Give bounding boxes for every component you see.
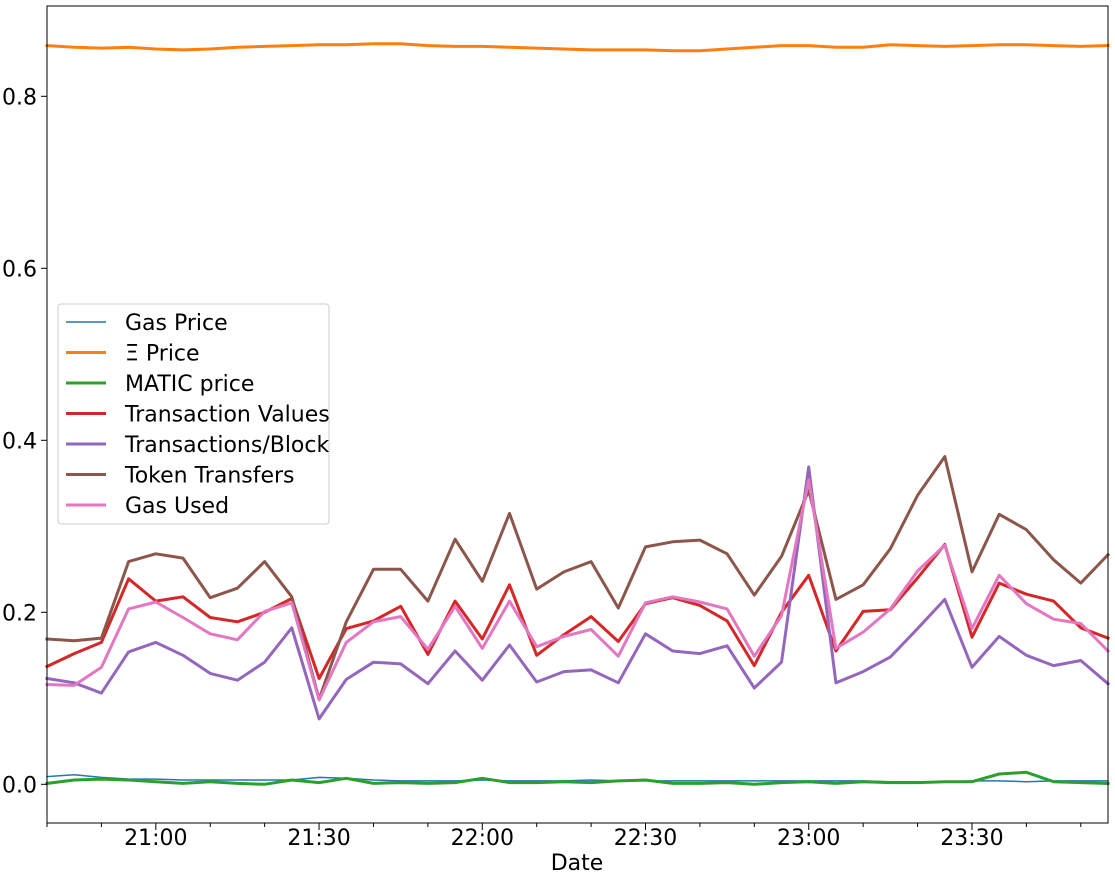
series-layer	[45, 42, 1111, 786]
x-tick-label: 22:00	[451, 826, 514, 851]
x-tick-label: 22:30	[614, 826, 677, 851]
legend-label: Transaction Values	[124, 403, 330, 428]
y-tick-label: 0.6	[2, 257, 37, 282]
series-line-5	[45, 455, 1111, 701]
legend-label: MATIC price	[125, 372, 254, 397]
x-tick-label: 23:30	[940, 826, 1003, 851]
series-line-4	[45, 465, 1111, 721]
x-axis: 21:00 21:30 22:00 22:30 23:00 23:30	[46, 823, 1082, 851]
legend-label: Ξ Price	[125, 342, 200, 367]
x-tick-label: 21:30	[287, 826, 350, 851]
x-tick-label: 21:00	[124, 826, 187, 851]
y-tick-label: 0.0	[2, 773, 37, 798]
legend-label: Token Transfers	[124, 464, 295, 489]
legend-box	[57, 303, 330, 525]
legend-label: Gas Price	[125, 311, 228, 336]
series-line-3	[45, 542, 1110, 680]
series-line-6	[45, 478, 1111, 702]
plot-frame	[46, 5, 1109, 824]
x-tick-label: 23:00	[777, 826, 840, 851]
legend-label: Gas Used	[125, 494, 229, 519]
x-axis-label: Date	[551, 851, 604, 876]
y-tick-label: 0.4	[2, 429, 37, 454]
series-line-2	[45, 770, 1110, 786]
legend-label: Transactions/Block	[124, 433, 329, 458]
y-tick-label: 0.8	[2, 85, 37, 110]
legend: Gas Price Ξ Price MATIC price Transaction V…	[57, 303, 330, 525]
y-tick-label: 0.2	[2, 601, 37, 626]
series-line-1	[45, 42, 1110, 53]
y-axis: 0.0 0.2 0.4 0.6 0.8	[2, 85, 47, 798]
